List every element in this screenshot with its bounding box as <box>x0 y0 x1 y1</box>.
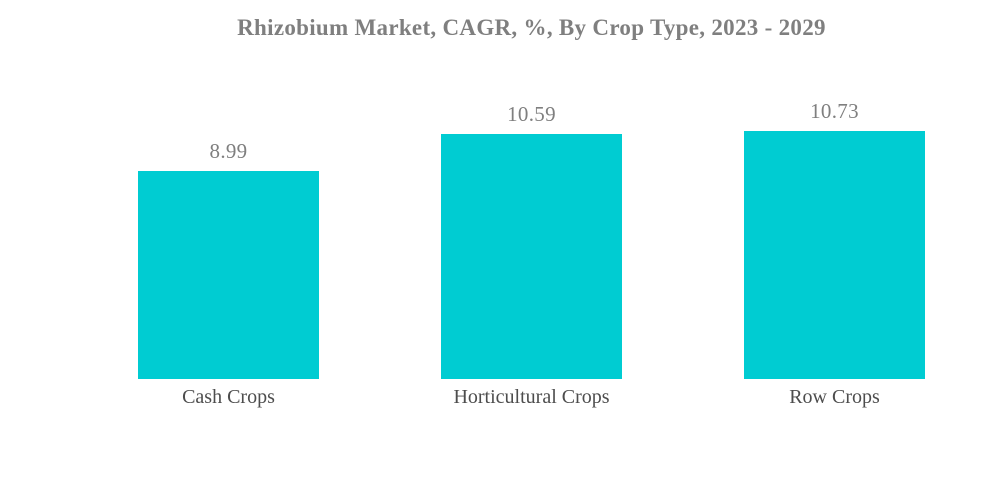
value-label-horticultural-crops: 10.59 <box>507 102 556 126</box>
bar-group-horticultural-crops: 10.59 <box>380 102 683 379</box>
category-label-horticultural-crops: Horticultural Crops <box>453 386 610 408</box>
bar-horticultural-crops <box>441 134 622 379</box>
value-label-row-crops: 10.73 <box>810 99 859 123</box>
bar-cash-crops <box>138 171 319 379</box>
value-label-cash-crops: 8.99 <box>209 139 248 163</box>
category-axis: Cash Crops Horticultural Crops Row Crops <box>77 386 986 409</box>
plot-area: 8.99 10.59 10.73 <box>77 0 986 379</box>
chart-title: Rhizobium Market, CAGR, %, By Crop Type,… <box>237 15 826 40</box>
bar-group-cash-crops: 8.99 <box>77 139 380 379</box>
bar-row-crops <box>744 131 925 379</box>
bar-group-row-crops: 10.73 <box>683 99 986 379</box>
category-label-row-crops: Row Crops <box>789 386 880 408</box>
category-label-cash-crops: Cash Crops <box>182 386 275 408</box>
